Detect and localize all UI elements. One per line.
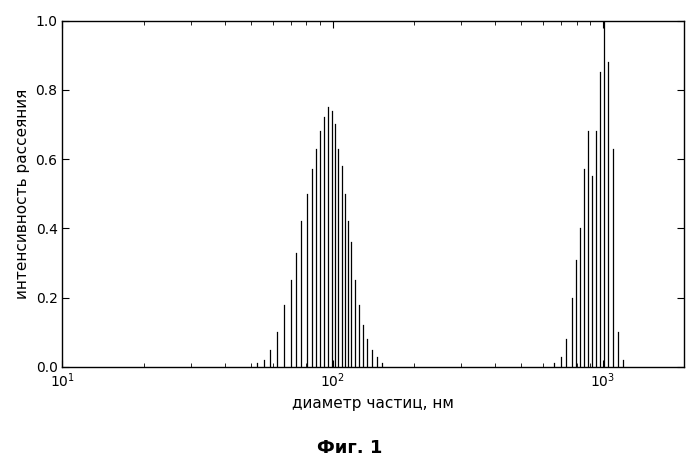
X-axis label: диаметр частиц, нм: диаметр частиц, нм xyxy=(292,396,454,411)
Y-axis label: интенсивность рассеяния: интенсивность рассеяния xyxy=(15,88,30,299)
Text: Фиг. 1: Фиг. 1 xyxy=(317,439,382,458)
